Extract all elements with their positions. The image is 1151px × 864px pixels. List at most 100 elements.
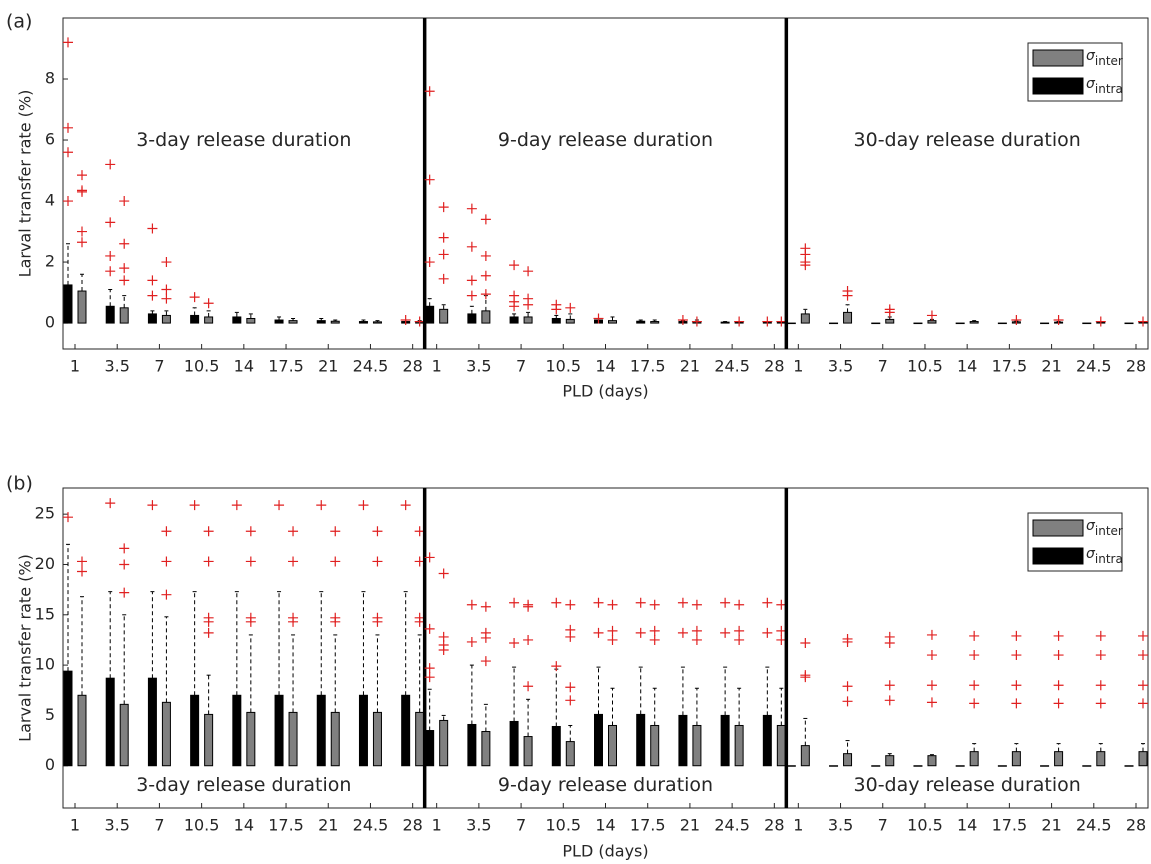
box — [372, 321, 382, 324]
box — [330, 711, 340, 767]
box — [927, 320, 937, 324]
outlier — [800, 637, 811, 648]
y-tick-label: 10 — [35, 655, 55, 674]
outlier — [1053, 650, 1064, 661]
legend-label: σinter — [1086, 48, 1123, 68]
box — [63, 670, 73, 767]
x-tick-label: 21 — [1041, 357, 1061, 376]
box — [1124, 765, 1134, 767]
box — [190, 314, 200, 324]
outlier — [119, 587, 130, 598]
x-tick-label: 28 — [764, 816, 784, 835]
legend-swatch — [1032, 49, 1084, 67]
outlier — [1095, 698, 1106, 709]
outlier — [105, 498, 116, 509]
outlier — [203, 298, 214, 309]
outlier — [466, 241, 477, 252]
outlier — [523, 601, 534, 612]
box — [762, 714, 772, 767]
box — [871, 322, 881, 325]
x-tick-label: 21 — [680, 816, 700, 835]
box — [523, 736, 533, 767]
outlier — [677, 315, 688, 326]
outlier — [1095, 680, 1106, 691]
box — [288, 711, 298, 767]
outlier — [720, 627, 731, 638]
outlier — [1138, 680, 1148, 691]
outlier — [523, 266, 534, 277]
x-tick-label: 24.5 — [714, 816, 750, 835]
outlier — [466, 203, 477, 214]
outlier — [438, 202, 449, 213]
box — [288, 320, 298, 324]
x-tick-label: 28 — [1126, 357, 1146, 376]
box — [232, 316, 242, 324]
outlier — [105, 217, 116, 228]
box — [147, 677, 157, 767]
y-tick-label: 15 — [35, 604, 55, 623]
outlier — [842, 696, 853, 707]
box — [636, 713, 646, 767]
outlier — [551, 597, 562, 608]
box — [204, 316, 214, 324]
outlier — [523, 299, 534, 310]
legend-name: inter — [1095, 54, 1123, 68]
outlier — [649, 599, 660, 610]
y-tick-label: 4 — [45, 191, 55, 210]
outlier — [1053, 698, 1064, 709]
outlier — [565, 302, 576, 313]
legend-name: intra — [1095, 82, 1123, 96]
legend-swatch — [1032, 77, 1084, 95]
outlier — [565, 599, 576, 610]
box — [871, 765, 881, 767]
box — [1082, 322, 1092, 325]
outlier — [720, 597, 731, 608]
outlier — [424, 552, 435, 563]
x-tick-label: 17.5 — [630, 816, 666, 835]
outlier — [77, 186, 87, 197]
x-tick-label: 7 — [516, 816, 526, 835]
x-tick-label: 10.5 — [184, 357, 220, 376]
outlier — [635, 597, 646, 608]
x-tick-label: 7 — [154, 816, 164, 835]
x-tick-label: 14 — [595, 816, 615, 835]
group-label: 9-day release duration — [498, 129, 713, 151]
box — [786, 765, 796, 767]
outlier — [63, 196, 73, 207]
box — [650, 321, 660, 324]
x-tick-label: 1 — [793, 357, 803, 376]
box — [608, 320, 617, 324]
group-label: 3-day release duration — [136, 774, 351, 796]
outlier — [105, 266, 116, 277]
box — [565, 318, 575, 324]
x-tick-label: 28 — [1126, 816, 1146, 835]
outlier — [203, 616, 214, 627]
outlier — [926, 629, 937, 640]
outlier — [438, 645, 449, 656]
outlier — [330, 616, 341, 627]
outlier — [330, 526, 341, 537]
x-tick-label: 1 — [70, 816, 80, 835]
x-tick-label: 3.5 — [828, 816, 853, 835]
outlier — [607, 625, 618, 636]
box — [913, 322, 923, 325]
outlier — [438, 568, 449, 579]
box — [636, 320, 646, 324]
outlier — [926, 680, 937, 691]
y-tick-label: 2 — [45, 252, 55, 271]
box — [955, 322, 965, 325]
outlier — [734, 599, 745, 610]
x-tick-label: 1 — [70, 357, 80, 376]
box — [1124, 322, 1134, 325]
outlier — [734, 316, 745, 327]
box — [77, 694, 87, 767]
x-tick-label: 28 — [402, 357, 422, 376]
outlier — [1011, 630, 1022, 641]
box — [467, 723, 477, 767]
outlier — [424, 257, 435, 268]
outlier — [509, 637, 520, 648]
box — [415, 711, 425, 767]
outlier — [480, 270, 491, 281]
outlier — [523, 681, 534, 692]
outlier — [119, 559, 130, 570]
